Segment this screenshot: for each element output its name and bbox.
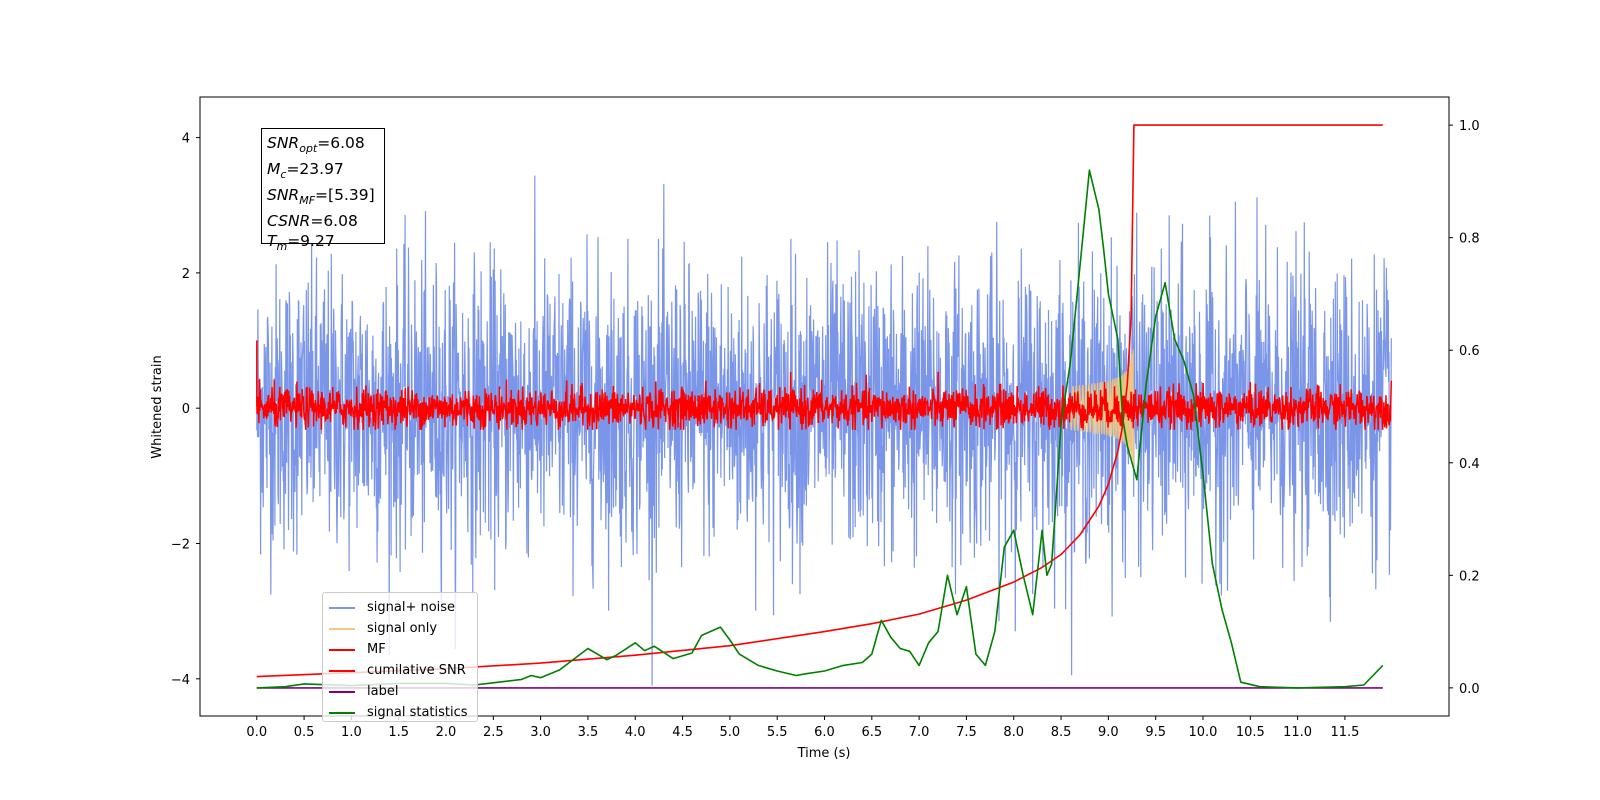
- series-signal-noise: [256, 175, 1392, 686]
- y-left-tick-label: 0: [182, 402, 190, 417]
- y-left-tick-label: 2: [182, 267, 190, 282]
- annotation-box: SNRopt=6.08 Mc=23.97 SNRMF=[5.39] CSNR=6…: [261, 128, 385, 253]
- series-cumulative-snr: [256, 124, 1383, 678]
- series-layer: [256, 124, 1393, 689]
- x-axis-label: Time (s): [797, 746, 851, 761]
- y-right-tick-label: 0.2: [1459, 569, 1480, 584]
- annotation-csnr: CSNR=6.08: [267, 212, 358, 231]
- x-tick-label: 2.5: [483, 725, 504, 740]
- x-tick-label: 6.0: [814, 725, 835, 740]
- x-tick-label: 5.5: [767, 725, 788, 740]
- x-tick-label: 1.0: [341, 725, 362, 740]
- annotation-snr-opt: SNRopt=6.08: [267, 134, 365, 156]
- x-tick-label: 6.5: [861, 725, 882, 740]
- y-left-tick-label: 4: [182, 132, 190, 147]
- legend-item-signal-only: signal only: [329, 618, 471, 639]
- y-right-tick-label: 0.0: [1459, 682, 1480, 697]
- x-tick-label: 3.0: [530, 725, 551, 740]
- x-tick-label: 10.5: [1236, 725, 1265, 740]
- annotation-mc: Mc=23.97: [267, 160, 344, 182]
- legend-swatch: [329, 606, 355, 609]
- annotation-snr-mf: SNRMF=[5.39]: [267, 186, 375, 208]
- legend-item-mf: MF: [329, 639, 471, 660]
- y-left-tick-label: −4: [171, 673, 190, 688]
- series-signal-statistics: [256, 169, 1384, 689]
- x-tick-label: 7.5: [956, 725, 977, 740]
- x-tick-label: 0.0: [246, 725, 267, 740]
- x-tick-label: 1.5: [388, 725, 409, 740]
- x-tick-label: 3.5: [578, 725, 599, 740]
- legend-item-cumulative-snr: cumilative SNR: [329, 660, 471, 681]
- legend-swatch: [329, 627, 355, 630]
- legend-swatch: [329, 690, 355, 693]
- y-right-tick-label: 1.0: [1459, 119, 1480, 134]
- y-right-tick-label: 0.4: [1459, 457, 1480, 472]
- legend: signal+ noise signal only MF cumilative …: [322, 592, 478, 722]
- x-axis-ticks: 0.0 0.5 1.0 1.5 2.0 2.5 3.0 3.5 4.0 4.5 5.0 5.5 6.0 6…: [246, 716, 1359, 740]
- y-axis-label: Whitened strain: [150, 355, 165, 458]
- y-left-tick-label: −2: [171, 537, 190, 552]
- legend-item-label: label: [329, 681, 471, 702]
- x-tick-label: 9.0: [1098, 725, 1119, 740]
- y-axis-right-ticks: 0.0 0.2 0.4 0.6 0.8 1.0: [1449, 119, 1480, 697]
- y-right-tick-label: 0.6: [1459, 344, 1480, 359]
- legend-swatch: [329, 648, 355, 651]
- legend-item-signal-statistics: signal statistics: [329, 702, 471, 723]
- x-tick-label: 4.5: [672, 725, 693, 740]
- x-tick-label: 8.0: [1003, 725, 1024, 740]
- legend-swatch: [329, 669, 355, 672]
- legend-swatch: [329, 711, 355, 714]
- x-tick-label: 7.0: [909, 725, 930, 740]
- x-tick-label: 11.0: [1283, 725, 1312, 740]
- x-tick-label: 10.0: [1189, 725, 1218, 740]
- y-axis-left-ticks: −4 −2 0 2 4: [171, 132, 200, 688]
- x-tick-label: 9.5: [1145, 725, 1166, 740]
- annotation-tm: Tm=9.27: [267, 232, 335, 254]
- series-mf: [256, 340, 1393, 430]
- y-right-tick-label: 0.8: [1459, 232, 1480, 247]
- legend-item-signal-noise: signal+ noise: [329, 597, 471, 618]
- x-tick-label: 2.0: [436, 725, 457, 740]
- x-tick-label: 0.5: [294, 725, 315, 740]
- x-tick-label: 11.5: [1330, 725, 1359, 740]
- x-tick-label: 5.0: [720, 725, 741, 740]
- x-tick-label: 4.0: [625, 725, 646, 740]
- x-tick-label: 8.5: [1051, 725, 1072, 740]
